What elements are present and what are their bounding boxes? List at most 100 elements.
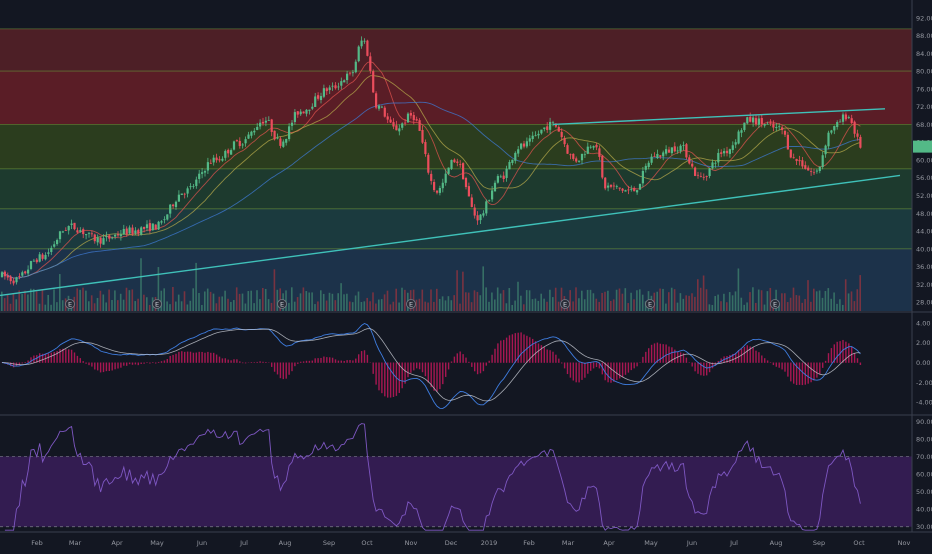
candle-body [274, 131, 276, 140]
volume-bar [598, 302, 600, 311]
candle-body [97, 238, 99, 243]
volume-bar [662, 289, 664, 311]
time-tick-label: Aug [770, 539, 783, 547]
histogram-bar [596, 363, 597, 368]
histogram-bar [706, 363, 707, 376]
histogram-bar [515, 333, 516, 363]
candle-body [587, 147, 589, 154]
candle-body [216, 158, 218, 161]
candle-body [369, 56, 371, 71]
candle-body [726, 151, 728, 153]
volume-bar [352, 302, 354, 311]
volume-bar [442, 296, 444, 311]
volume-bar [288, 303, 290, 311]
time-tick-label: Sep [813, 539, 825, 547]
volume-bar [126, 288, 128, 311]
histogram-bar [489, 361, 490, 363]
histogram-bar [486, 363, 487, 366]
histogram-bar [120, 363, 121, 368]
candle-body [143, 227, 145, 229]
candle-body [129, 227, 131, 233]
histogram-bar [462, 354, 463, 363]
volume-bar [445, 300, 447, 311]
histogram-bar [222, 358, 223, 362]
candle-body [653, 156, 655, 157]
volume-bar [474, 290, 476, 311]
histogram-bar [100, 363, 101, 373]
histogram-bar [181, 351, 182, 363]
histogram-bar [752, 347, 753, 363]
time-tick-label: May [150, 539, 164, 547]
histogram-bar [190, 352, 191, 363]
candle-body [169, 205, 171, 214]
candle-body [181, 194, 183, 195]
price-tick-label: 92.00 [916, 14, 932, 22]
price-tick-label: 56.00 [916, 174, 932, 182]
volume-bar [532, 299, 534, 311]
candle-body [102, 238, 104, 245]
candle-body [778, 126, 780, 127]
macd-tick-label: -4.00 [916, 399, 932, 407]
histogram-bar [245, 363, 246, 364]
rsi-tick-label: 80.00 [916, 435, 932, 443]
candle-body [688, 157, 690, 163]
histogram-bar [309, 361, 310, 363]
time-tick-label: Apr [603, 539, 615, 547]
time-tick-label: Jul [729, 539, 738, 547]
histogram-bar [346, 360, 347, 363]
histogram-bar [91, 363, 92, 367]
volume-bar [555, 288, 557, 311]
candle-body [230, 150, 232, 155]
candle-body [282, 142, 284, 147]
histogram-bar [842, 340, 843, 363]
volume-bar [761, 290, 763, 311]
volume-bar [668, 292, 670, 311]
candle-body [590, 147, 592, 148]
volume-bar [82, 288, 84, 311]
volume-bar [13, 293, 15, 311]
histogram-bar [628, 363, 629, 373]
candle-body [468, 186, 470, 196]
volume-bar [323, 294, 325, 311]
rsi-tick-label: 60.00 [916, 471, 932, 479]
candle-body [332, 86, 334, 87]
volume-bar [569, 290, 571, 311]
candle-body [79, 230, 81, 232]
histogram-bar [201, 352, 202, 363]
volume-bar [758, 290, 760, 311]
histogram-bar [642, 357, 643, 363]
candle-body [801, 160, 803, 166]
volume-bar [822, 298, 824, 311]
candle-body [540, 130, 542, 134]
candle-body [740, 130, 742, 133]
histogram-bar [657, 343, 658, 363]
histogram-bar [88, 363, 89, 366]
candle-body [819, 167, 821, 171]
histogram-bar [587, 363, 588, 374]
volume-bar [219, 297, 221, 311]
histogram-bar [668, 347, 669, 363]
histogram-bar [433, 363, 434, 391]
volume-bar [746, 302, 748, 311]
histogram-bar [625, 363, 626, 375]
candle-body [279, 139, 281, 146]
volume-bar [732, 295, 734, 311]
volume-bar [169, 304, 171, 311]
candle-body [65, 230, 67, 231]
volume-bar [108, 290, 110, 311]
histogram-bar [387, 363, 388, 398]
volume-bar [523, 304, 525, 311]
candle-body [558, 127, 560, 132]
volume-bar [384, 294, 386, 311]
volume-bar [39, 304, 41, 311]
histogram-bar [787, 363, 788, 377]
histogram-bar [239, 361, 240, 362]
histogram-bar [500, 340, 501, 362]
candle-body [349, 73, 351, 74]
volume-bar [97, 298, 99, 311]
histogram-bar [230, 360, 231, 362]
volume-bar [712, 305, 714, 311]
